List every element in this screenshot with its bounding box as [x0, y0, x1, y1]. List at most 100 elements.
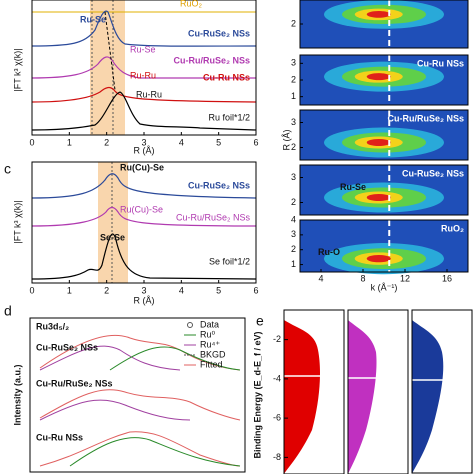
curve — [109, 346, 241, 371]
dos-fill — [412, 320, 444, 474]
label: Cu-RuSe₂ NSs — [36, 342, 98, 352]
y-tick-label: 1 — [291, 259, 296, 269]
trend-line — [104, 11, 116, 91]
curve — [39, 334, 241, 371]
curve — [31, 206, 257, 227]
y-tick-label: 3 — [291, 117, 296, 127]
panel-a: RuO₂ Ru-Se Cu-RuSe₂ NSs Ru-Se Cu-Ru/RuSe… — [12, 0, 257, 155]
legend-label: Ru⁴⁺ — [200, 339, 220, 349]
subpanel-label: Cu-RuSe₂ NSs — [402, 168, 464, 178]
subpanel-label: Cu-Ru/RuSe₂ NSs — [387, 113, 464, 123]
y-tick-label: -6 — [273, 413, 281, 423]
label: Cu-Ru NSs — [203, 72, 250, 82]
y-tick-label: 2 — [291, 244, 296, 254]
x-tick-label: 0 — [29, 137, 34, 147]
panel-d: d Ru3d₅/₂ Cu-RuSe₂ NSs Cu-Ru/RuSe₂ NSs C… — [4, 303, 246, 473]
y-tick-label: 2 — [291, 74, 296, 84]
axes-box — [29, 317, 246, 473]
x-tick-label: 16 — [442, 273, 452, 283]
contour — [366, 73, 391, 81]
dos-fill — [284, 320, 320, 474]
x-tick-label: 5 — [216, 285, 221, 295]
y-tick-label: 3 — [291, 58, 296, 68]
x-tick-label: 6 — [253, 137, 258, 147]
y-axis-label: R (Å) — [281, 130, 291, 151]
label: Ru foil*1/2 — [208, 112, 250, 122]
y-tick-label: -2 — [273, 334, 281, 344]
curve — [39, 389, 241, 421]
y-tick-label: -4 — [273, 373, 281, 383]
legend-label: Data — [200, 319, 219, 329]
axes-box — [299, 109, 469, 161]
curve — [31, 10, 257, 47]
label: Cu-Ru/RuSe₂ NSs — [173, 55, 250, 65]
panel-letter: d — [4, 303, 12, 319]
label: RuO₂ — [180, 0, 203, 8]
panel-title: Ru3d₅/₂ — [36, 321, 69, 331]
label: Cu-RuSe₂ NSs — [188, 28, 250, 38]
x-tick-label: 6 — [253, 285, 258, 295]
x-tick-label: 8 — [360, 273, 365, 283]
label: Se foil*1/2 — [209, 256, 250, 266]
y-tick-label: 4 — [291, 214, 296, 224]
y-tick-label: -8 — [273, 452, 281, 462]
x-tick-label: 12 — [400, 273, 410, 283]
x-axis-label: R (Å) — [134, 145, 155, 155]
y-tick-label: 3 — [291, 172, 296, 182]
y-tick-label: 2 — [291, 18, 296, 28]
y-axis-label: Binding Energy (E_d-E_f / eV) — [252, 331, 262, 458]
label: Cu-Ru/RuSe₂ NSs — [176, 212, 251, 222]
x-tick-label: 2 — [104, 137, 109, 147]
subpanel-label: Cu-Ru NSs — [417, 58, 464, 68]
x-tick-label: 3 — [141, 137, 146, 147]
axes-box — [283, 309, 345, 474]
x-tick-label: 0 — [29, 285, 34, 295]
contour — [366, 194, 391, 201]
axes-box — [299, 164, 469, 216]
x-tick-label: 4 — [179, 137, 184, 147]
label: Ru-Se — [130, 44, 156, 54]
contour — [366, 139, 391, 146]
y-tick-label: 3 — [291, 229, 296, 239]
axes-box — [299, 219, 469, 273]
curve — [31, 173, 257, 199]
x-tick-label: 1 — [67, 285, 72, 295]
axes-box — [411, 309, 473, 474]
subpanel-label: RuO₂ — [441, 223, 464, 233]
label: Ru-Se — [80, 14, 106, 24]
y-axis-label: Intensity (a.u.) — [12, 364, 22, 425]
legend-label: BKGD — [200, 349, 226, 359]
x-axis-label: k (Å⁻¹) — [371, 282, 398, 292]
x-tick-label: 4 — [179, 285, 184, 295]
y-axis-label: |FT k³ χ(k)| — [12, 200, 22, 243]
bond-label: Ru-Se — [340, 182, 366, 192]
label: Ru(Cu)-Se — [120, 204, 163, 214]
curve — [31, 56, 256, 79]
label: Cu-Ru NSs — [36, 432, 83, 442]
curve — [39, 399, 191, 421]
curve — [69, 437, 241, 467]
dos-fill — [348, 320, 377, 474]
legend-label: Ru⁰ — [200, 329, 216, 339]
label: Ru-Ru — [130, 70, 156, 80]
x-axis-label: R (Å) — [134, 295, 155, 305]
contour — [366, 11, 391, 18]
x-tick-label: 2 — [104, 285, 109, 295]
y-axis-label: |FT k³ χ(k)| — [12, 48, 22, 91]
x-tick-label: 4 — [318, 273, 323, 283]
axes-box — [347, 309, 409, 474]
label: Cu-RuSe₂ NSs — [188, 180, 250, 190]
x-tick-label: 5 — [216, 137, 221, 147]
label: Ru-Ru — [136, 89, 162, 99]
y-tick-label: 2 — [291, 142, 296, 152]
y-tick-label: 2 — [291, 197, 296, 207]
panel-c: c Ru(Cu)-Se Cu-RuSe₂ NSs Ru(Cu)-Se Cu-Ru… — [4, 161, 257, 305]
panel-letter: c — [4, 161, 11, 177]
highlight-band — [90, 0, 125, 135]
legend-swatch — [187, 322, 193, 328]
panel-letter: e — [256, 313, 264, 329]
contour — [366, 254, 391, 263]
